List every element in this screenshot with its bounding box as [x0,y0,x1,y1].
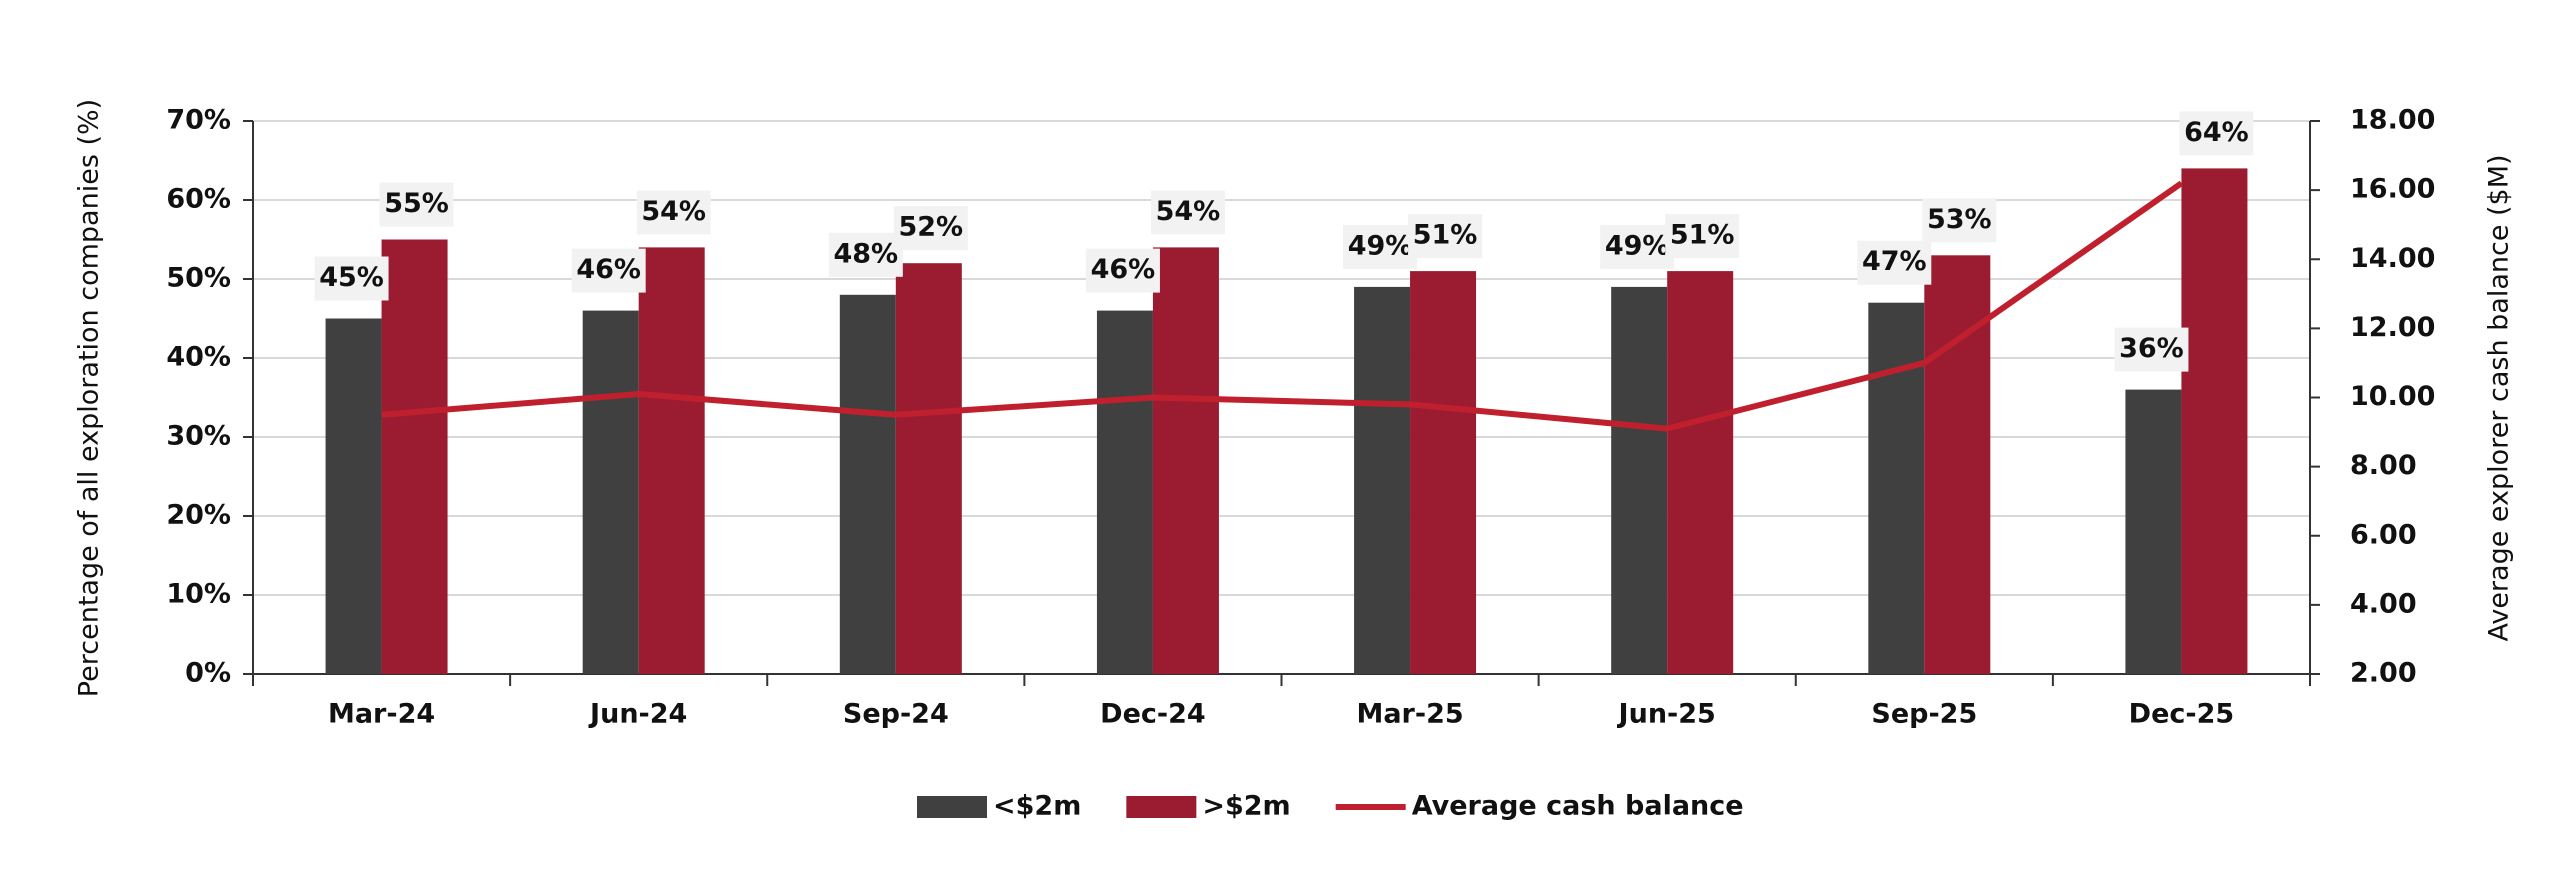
value-label: 45% [319,262,384,293]
bar [1611,286,1668,674]
y-axis-label: Percentage of all exploration companies … [74,99,105,697]
bar [1924,255,1991,675]
bar [2125,389,2182,674]
value-label: 36% [2119,333,2184,364]
x-tick-label: Jun-25 [1617,699,1716,730]
value-label: 53% [1927,204,1992,235]
y2-tick-label: 10.00 [2350,381,2435,412]
label-bg [2114,327,2189,372]
label-bg [314,256,389,301]
value-label: 54% [641,196,706,227]
legend-label: Average cash balance [1412,791,1744,822]
y2-tick-label: 14.00 [2350,243,2435,274]
bar [1354,286,1411,674]
legend-swatch [917,796,987,818]
y2-tick-label: 4.00 [2350,588,2417,619]
x-tick-label: Sep-25 [1871,699,1977,730]
label-bg [828,232,903,277]
value-label: 55% [384,188,449,219]
y2-tick-label: 8.00 [2350,450,2417,481]
y-tick-label: 50% [166,263,231,294]
label-bg [1085,248,1160,293]
value-label: 46% [1091,254,1156,285]
bar [1152,247,1219,674]
y2-tick-label: 16.00 [2350,174,2435,205]
bar [2181,168,2248,674]
y-tick-label: 10% [166,579,231,610]
bar [839,294,896,674]
x-tick-label: Sep-24 [843,699,949,730]
y-tick-label: 70% [166,105,231,136]
y-tick-label: 20% [166,500,231,531]
x-tick-label: Mar-25 [1356,699,1463,730]
value-label: 49% [1605,230,1670,261]
y-tick-label: 60% [166,184,231,215]
x-tick-label: Jun-24 [588,699,687,730]
label-bg [1408,214,1483,259]
bar [1096,310,1153,674]
value-label: 49% [1348,230,1413,261]
bar [381,239,448,674]
y2-tick-label: 18.00 [2350,105,2435,136]
y2-tick-label: 12.00 [2350,312,2435,343]
x-tick-label: Dec-25 [2129,699,2235,730]
x-tick-label: Mar-24 [328,699,435,730]
label-bg [1857,240,1932,285]
bar [1868,302,1925,674]
label-bg [571,248,646,293]
label-bg [379,182,454,227]
y2-tick-label: 6.00 [2350,519,2417,550]
label-bg [636,190,711,235]
legend-label: <$2m [993,791,1081,822]
legend-swatch [1126,796,1197,818]
label-bg [1600,224,1675,269]
label-bg [1665,214,1740,259]
bar [1667,271,1734,674]
label-bg [893,206,968,251]
bar [325,318,382,674]
value-label: 47% [1862,246,1927,277]
label-bg [1922,198,1997,243]
legend-label: >$2m [1202,791,1290,822]
label-bg [1150,190,1225,235]
value-label: 48% [833,238,898,269]
value-label: 46% [576,254,641,285]
bar [895,263,962,674]
bar [1410,271,1477,674]
line [381,180,2184,432]
y2-axis-label: Average explorer cash balance ($M) [2484,154,2515,641]
bar [638,247,705,674]
value-label: 54% [1156,196,1221,227]
bar [582,310,639,674]
y-tick-label: 0% [185,658,231,689]
y2-tick-label: 2.00 [2350,658,2417,689]
label-bg [1343,224,1418,269]
y-tick-label: 40% [166,342,231,373]
y-tick-label: 30% [166,421,231,452]
label-bg [2179,111,2254,156]
value-label: 51% [1413,220,1478,251]
value-label: 51% [1670,220,1735,251]
value-label: 64% [2184,117,2249,148]
x-tick-label: Dec-24 [1100,699,1206,730]
value-label: 52% [898,212,963,243]
